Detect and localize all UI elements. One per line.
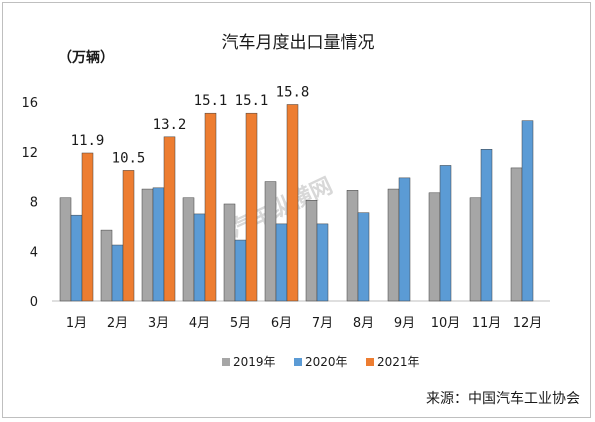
legend-swatch xyxy=(222,358,230,366)
bar-2019年-3月 xyxy=(141,188,154,302)
data-label: 15.1 xyxy=(235,93,269,109)
x-tick-label: 12月 xyxy=(513,316,543,331)
data-labels: 11.9 10.5 13.2 15.1 15.1 15.8 xyxy=(71,84,310,166)
bar-2020年-10月 xyxy=(439,165,452,302)
data-label: 15.1 xyxy=(194,93,228,109)
unit-label: （万辆） xyxy=(58,49,114,66)
x-tick-label: 5月 xyxy=(230,316,251,331)
bar-2020年-4月 xyxy=(193,213,206,302)
y-tick-label: 16 xyxy=(21,96,38,111)
x-tick-label: 3月 xyxy=(148,316,169,331)
x-tick-label: 8月 xyxy=(353,316,374,331)
data-label: 13.2 xyxy=(153,117,187,133)
bar-2019年-12月 xyxy=(510,167,523,302)
bar-2019年-7月 xyxy=(305,200,318,302)
bar-2019年-9月 xyxy=(387,188,400,302)
x-tick-label: 4月 xyxy=(189,316,210,331)
bar-2020年-3月 xyxy=(152,187,165,302)
bar-2019年-11月 xyxy=(469,197,482,302)
bar-2020年-5月 xyxy=(234,239,247,302)
bar-2019年-6月 xyxy=(264,181,277,302)
legend-label: 2021年 xyxy=(377,355,420,369)
bar-2019年-8月 xyxy=(346,190,359,302)
bar-2020年-6月 xyxy=(275,223,288,302)
bar-2021年-6月 xyxy=(286,104,299,302)
y-tick-label: 0 xyxy=(30,295,38,310)
bar-2021年-2月 xyxy=(122,170,135,302)
bar-2020年-2月 xyxy=(111,244,124,302)
chart-frame xyxy=(2,2,591,418)
legend-swatch xyxy=(294,358,302,366)
legend: 2019年 2020年 2021年 xyxy=(222,355,420,369)
bar-2019年-5月 xyxy=(223,203,236,302)
bar-2019年-10月 xyxy=(428,192,441,302)
legend-swatch xyxy=(366,358,374,366)
legend-label: 2019年 xyxy=(233,355,276,369)
x-tick-label: 11月 xyxy=(472,316,502,331)
bar-2019年-1月 xyxy=(59,197,72,302)
bar-2021年-3月 xyxy=(163,136,176,302)
bar-2020年-1月 xyxy=(70,214,83,302)
x-tick-label: 1月 xyxy=(66,316,87,331)
bars-group xyxy=(59,104,534,302)
bar-2020年-11月 xyxy=(480,149,493,302)
bar-2021年-4月 xyxy=(204,112,217,302)
bar-2021年-1月 xyxy=(81,152,94,302)
legend-label: 2020年 xyxy=(305,355,348,369)
x-tick-labels: 1月 2月 3月 4月 5月 6月 7月 8月 9月 10月 11月 12月 xyxy=(66,316,542,331)
bar-2020年-9月 xyxy=(398,177,411,302)
y-tick-labels: 0 4 8 12 16 xyxy=(21,96,38,310)
chart-title: 汽车月度出口量情况 xyxy=(222,33,375,53)
source-text: 来源：中国汽车工业协会 xyxy=(426,390,580,407)
x-tick-label: 2月 xyxy=(107,316,128,331)
x-tick-label: 10月 xyxy=(431,316,461,331)
y-tick-label: 12 xyxy=(21,146,38,161)
bar-2020年-7月 xyxy=(316,223,329,302)
y-tick-label: 8 xyxy=(30,196,38,211)
bar-2020年-8月 xyxy=(357,212,370,302)
x-tick-label: 9月 xyxy=(394,316,415,331)
bar-2020年-12月 xyxy=(521,120,534,302)
data-label: 11.9 xyxy=(71,133,105,149)
y-tick-label: 4 xyxy=(30,245,38,260)
data-label: 10.5 xyxy=(112,150,146,166)
bar-2021年-5月 xyxy=(245,112,258,302)
x-tick-label: 6月 xyxy=(271,316,292,331)
bar-2019年-4月 xyxy=(182,197,195,302)
data-label: 15.8 xyxy=(276,84,310,100)
bar-2019年-2月 xyxy=(100,229,113,302)
x-tick-label: 7月 xyxy=(312,316,333,331)
